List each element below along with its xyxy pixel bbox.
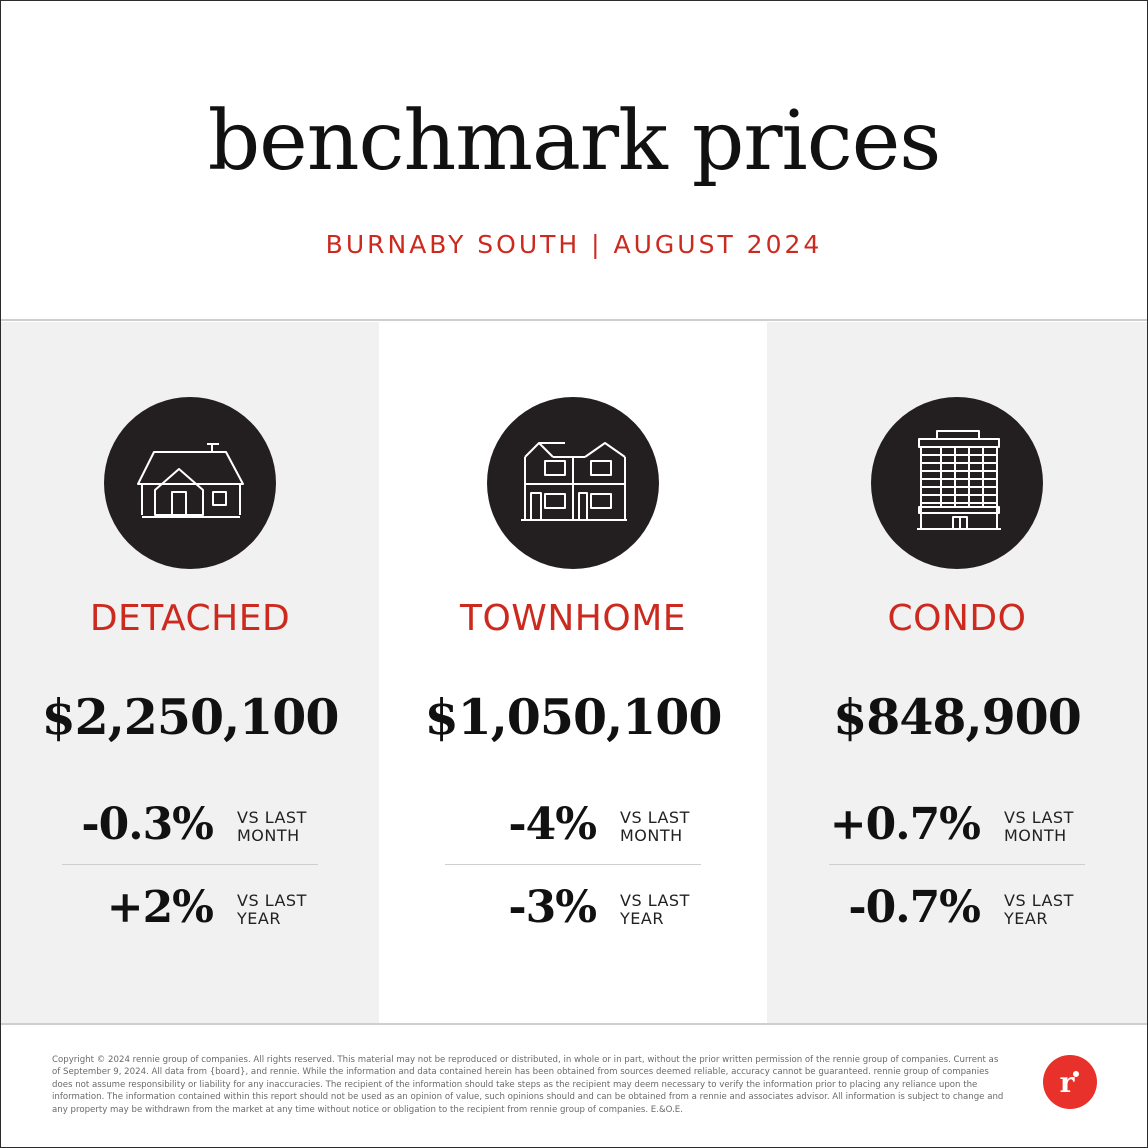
vs-last-text: VS LAST bbox=[237, 891, 307, 910]
year-change-value: -0.7% bbox=[848, 882, 981, 933]
period-text: YEAR bbox=[620, 909, 664, 928]
rennie-logo-icon: r bbox=[1043, 1055, 1097, 1109]
page-subtitle: BURNABY SOUTH | AUGUST 2024 bbox=[325, 230, 823, 259]
year-change-row: +2% VS LAST YEAR bbox=[1, 878, 379, 938]
divider bbox=[829, 864, 1085, 865]
header: benchmark prices BURNABY SOUTH | AUGUST … bbox=[1, 1, 1147, 321]
month-change-row: -4% VS LAST MONTH bbox=[379, 795, 767, 855]
year-change-label: VS LAST YEAR bbox=[237, 892, 307, 928]
benchmark-price: $2,250,100 bbox=[41, 688, 340, 746]
page-title: benchmark prices bbox=[207, 94, 942, 189]
property-type-label: CONDO bbox=[887, 598, 1027, 639]
detached-house-icon bbox=[104, 397, 276, 569]
month-change-value: -4% bbox=[508, 799, 597, 850]
period-text: MONTH bbox=[620, 826, 683, 845]
period-text: YEAR bbox=[1004, 909, 1048, 928]
year-change-value: -3% bbox=[508, 882, 597, 933]
vs-last-text: VS LAST bbox=[1004, 808, 1074, 827]
year-change-label: VS LAST YEAR bbox=[620, 892, 690, 928]
divider bbox=[62, 864, 318, 865]
vs-last-text: VS LAST bbox=[1004, 891, 1074, 910]
year-change-value: +2% bbox=[106, 882, 214, 933]
month-change-label: VS LAST MONTH bbox=[237, 809, 307, 845]
logo-letter: r bbox=[1060, 1066, 1076, 1099]
year-change-row: -0.7% VS LAST YEAR bbox=[767, 878, 1147, 938]
period-text: MONTH bbox=[237, 826, 300, 845]
month-change-row: -0.3% VS LAST MONTH bbox=[1, 795, 379, 855]
month-change-label: VS LAST MONTH bbox=[1004, 809, 1074, 845]
copyright-disclaimer: Copyright © 2024 rennie group of compani… bbox=[52, 1055, 1004, 1115]
property-type-label: DETACHED bbox=[89, 598, 291, 639]
price-panels: DETACHED $2,250,100 -0.3% VS LAST MONTH … bbox=[1, 322, 1147, 1023]
month-change-label: VS LAST MONTH bbox=[620, 809, 690, 845]
property-type-label: TOWNHOME bbox=[459, 598, 687, 639]
townhome-icon bbox=[487, 397, 659, 569]
footer: Copyright © 2024 rennie group of compani… bbox=[1, 1023, 1147, 1147]
vs-last-text: VS LAST bbox=[237, 808, 307, 827]
month-change-value: -0.3% bbox=[81, 799, 214, 850]
period-text: YEAR bbox=[237, 909, 281, 928]
divider bbox=[445, 864, 701, 865]
month-change-value: +0.7% bbox=[829, 799, 981, 850]
year-change-row: -3% VS LAST YEAR bbox=[379, 878, 767, 938]
benchmark-price: $1,050,100 bbox=[424, 688, 723, 746]
condo-building-icon bbox=[871, 397, 1043, 569]
vs-last-text: VS LAST bbox=[620, 808, 690, 827]
panel-townhome: TOWNHOME $1,050,100 -4% VS LAST MONTH -3… bbox=[379, 322, 767, 1023]
benchmark-price: $848,900 bbox=[833, 688, 1082, 746]
month-change-row: +0.7% VS LAST MONTH bbox=[767, 795, 1147, 855]
panel-condo: CONDO $848,900 +0.7% VS LAST MONTH -0.7%… bbox=[767, 322, 1147, 1023]
year-change-label: VS LAST YEAR bbox=[1004, 892, 1074, 928]
vs-last-text: VS LAST bbox=[620, 891, 690, 910]
period-text: MONTH bbox=[1004, 826, 1067, 845]
panel-detached: DETACHED $2,250,100 -0.3% VS LAST MONTH … bbox=[1, 322, 379, 1023]
